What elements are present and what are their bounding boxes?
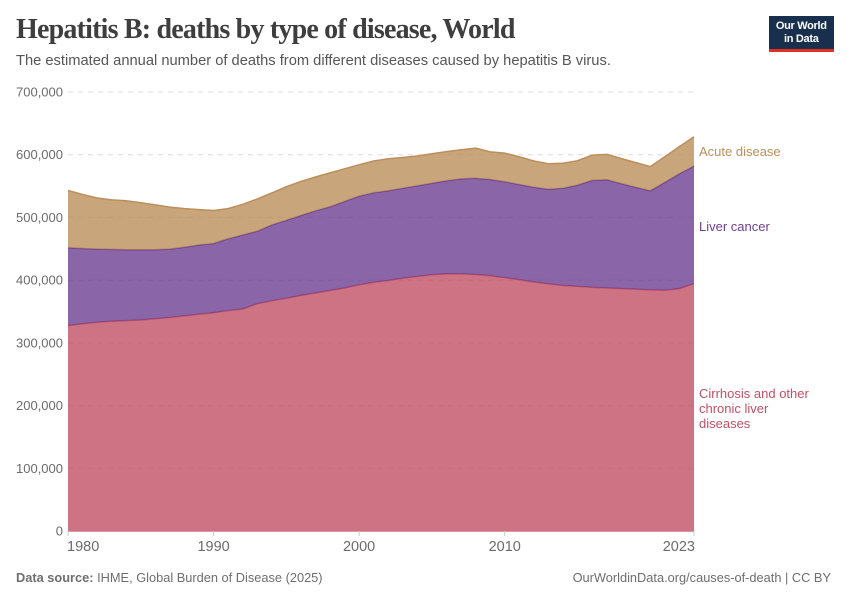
svg-text:2023: 2023: [663, 539, 695, 555]
svg-text:0: 0: [56, 524, 63, 539]
svg-text:1980: 1980: [67, 539, 99, 555]
svg-text:700,000: 700,000: [16, 85, 63, 100]
svg-text:1990: 1990: [197, 539, 229, 555]
svg-text:400,000: 400,000: [16, 273, 63, 288]
svg-text:600,000: 600,000: [16, 147, 63, 162]
svg-text:2010: 2010: [489, 539, 521, 555]
svg-text:500,000: 500,000: [16, 210, 63, 225]
svg-text:100,000: 100,000: [16, 461, 63, 476]
svg-text:200,000: 200,000: [16, 398, 63, 413]
svg-text:300,000: 300,000: [16, 335, 63, 350]
svg-text:2000: 2000: [343, 539, 375, 555]
